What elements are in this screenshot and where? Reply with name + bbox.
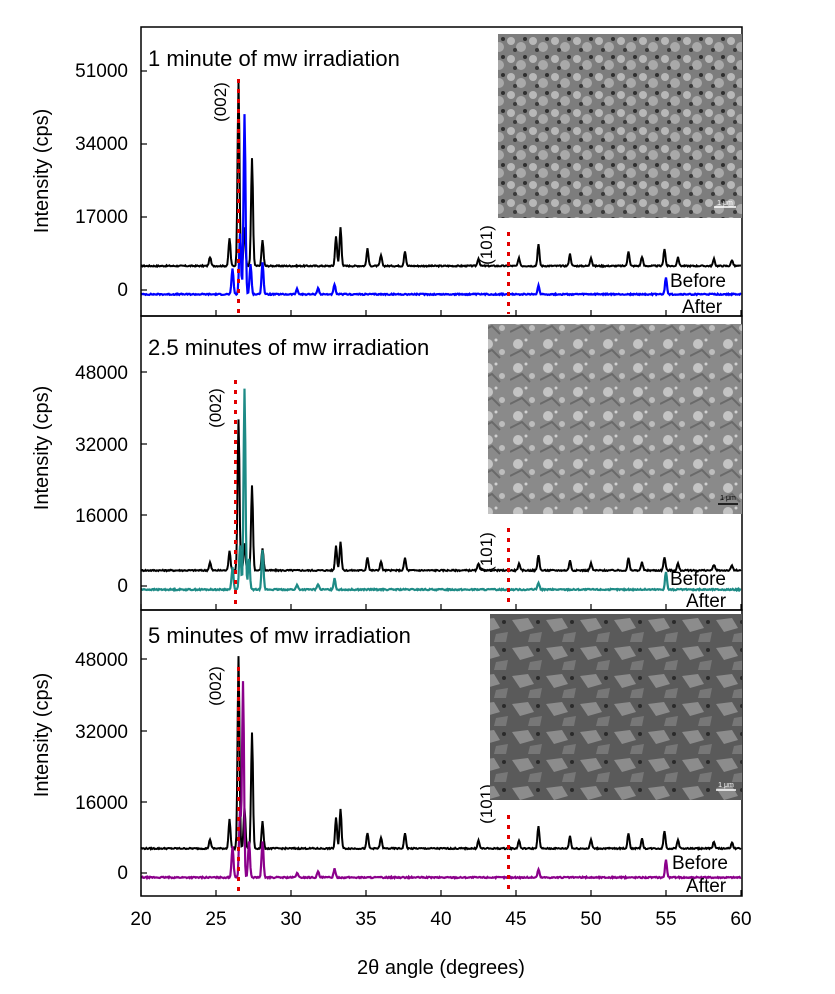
- panel-1-plot: [140, 79, 742, 314]
- x-tick-35: 35: [355, 909, 376, 930]
- x-tick-55: 55: [655, 909, 676, 930]
- panel-2-ytick-1: 16000: [75, 506, 128, 527]
- series-before-line: [140, 656, 742, 852]
- panel-3-label-002: (002): [206, 666, 225, 706]
- series-after-line: [140, 388, 742, 593]
- panel-2: 2.5 minutes of mw irradiation Intensity …: [31, 315, 743, 612]
- panel-1-legend-before: Before: [670, 271, 726, 292]
- series-after-line: [141, 681, 742, 881]
- panel-3-ytick-3: 48000: [75, 650, 128, 671]
- svg-text:1 μm: 1 μm: [717, 200, 733, 207]
- panel-3-ytick-2: 32000: [75, 722, 128, 743]
- panel-2-title: 2.5 minutes of mw irradiation: [148, 335, 429, 360]
- x-tick-20: 20: [130, 909, 151, 930]
- panel-1-yticks: [141, 70, 147, 291]
- panel-3-ytick-1: 16000: [75, 793, 128, 814]
- panel-2-ytick-2: 32000: [75, 435, 128, 456]
- panel-1-label-101: (101): [477, 225, 496, 265]
- panel-2-plot: [140, 380, 742, 608]
- panel-1-title: 1 minute of mw irradiation: [148, 46, 400, 71]
- panel-3-title: 5 minutes of mw irradiation: [148, 623, 411, 648]
- panel-2-label-002: (002): [206, 388, 225, 428]
- panel-3-ytick-0: 0: [117, 863, 128, 884]
- svg-text:1 μm: 1 μm: [720, 495, 736, 502]
- panel-2-ylabel: Intensity (cps): [31, 386, 53, 510]
- x-tick-45: 45: [505, 909, 526, 930]
- panel-1-ytick-3: 51000: [75, 61, 128, 82]
- x-axis-label: 2θ angle (degrees): [357, 957, 525, 979]
- panel-3-legend-after: After: [686, 876, 727, 897]
- panel-3: 5 minutes of mw irradiation Intensity (c…: [31, 609, 743, 897]
- x-tick-60: 60: [730, 909, 751, 930]
- x-tick-50: 50: [580, 909, 601, 930]
- panel-1-scale-bar: 1 μm: [714, 200, 736, 208]
- series-after-line: [140, 114, 742, 297]
- panel-1-ytick-1: 17000: [75, 207, 128, 228]
- svg-text:1 μm: 1 μm: [718, 782, 734, 789]
- panel-2-sem-inset: [488, 324, 742, 514]
- panel-2-ytick-3: 48000: [75, 363, 128, 384]
- panel-2-yticks: [141, 371, 147, 587]
- x-tick-30: 30: [280, 909, 301, 930]
- panel-3-plot: [140, 656, 742, 894]
- panel-2-scale-bar: 1 μm: [718, 495, 738, 505]
- panel-1-ytick-2: 34000: [75, 134, 128, 155]
- panel-1-sem-inset: [498, 34, 742, 218]
- panel-2-legend-after: After: [686, 591, 727, 612]
- x-tick-25: 25: [205, 909, 226, 930]
- panel-1: 1 minute of mw irradiation Intensity (cp…: [31, 26, 743, 318]
- x-tick-40: 40: [430, 909, 451, 930]
- panel-1-ylabel: Intensity (cps): [31, 109, 53, 233]
- panel-3-legend-before: Before: [672, 853, 728, 874]
- panel-2-ytick-0: 0: [117, 576, 128, 597]
- panel-1-ytick-0: 0: [117, 280, 128, 301]
- x-axis: 20 25 30 35 40 45 50 55 60 2θ angle (deg…: [130, 310, 752, 979]
- panel-1-label-002: (002): [211, 82, 230, 122]
- panel-3-sem-inset: [490, 614, 742, 800]
- panel-2-legend-before: Before: [670, 569, 726, 590]
- panel-2-label-101: (101): [477, 532, 496, 572]
- panel-3-ylabel: Intensity (cps): [31, 673, 53, 797]
- panel-3-yticks: [141, 658, 147, 874]
- panel-3-scale-bar: 1 μm: [716, 782, 736, 791]
- panel-1-legend-after: After: [682, 297, 723, 318]
